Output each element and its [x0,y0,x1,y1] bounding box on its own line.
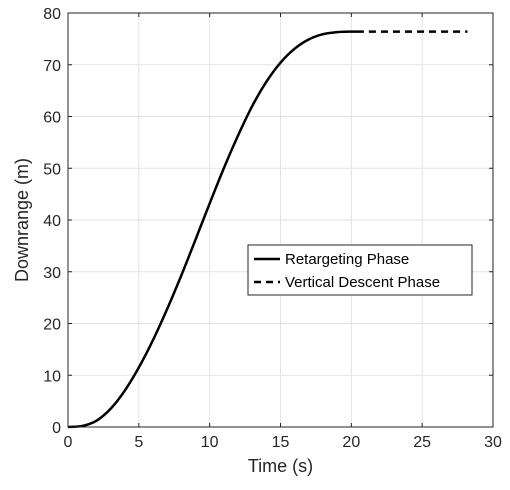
y-tick-label: 20 [43,317,61,334]
legend: Retargeting Phase Vertical Descent Phase [247,244,473,296]
x-tick-label: 20 [342,434,360,451]
y-tick-label: 30 [43,265,61,282]
y-tick-label: 10 [43,368,61,385]
x-tick-label: 10 [201,434,219,451]
x-axis-label: Time (s) [248,456,313,476]
series-layer [67,30,468,429]
x-tick-label: 5 [134,434,143,451]
legend-label-vertical-descent: Vertical Descent Phase [285,274,440,291]
legend-box [247,244,473,296]
y-tick-label: 60 [43,110,61,127]
y-tick-label: 40 [43,213,61,230]
tick-marks-and-labels: 0 5 10 15 20 25 30 0 10 20 30 40 50 60 70 80 [43,6,502,451]
y-tick-label: 80 [43,6,61,23]
x-tick-label: 0 [64,434,73,451]
y-tick-label: 70 [43,58,61,75]
x-tick-label: 30 [484,434,502,451]
x-tick-label: 15 [272,434,290,451]
y-axis-label: Downrange (m) [12,158,32,282]
legend-label-retargeting: Retargeting Phase [285,251,409,268]
y-tick-label: 0 [52,420,61,437]
y-tick-label: 50 [43,161,61,178]
x-tick-label: 25 [413,434,431,451]
series-line-retargeting [67,30,358,429]
